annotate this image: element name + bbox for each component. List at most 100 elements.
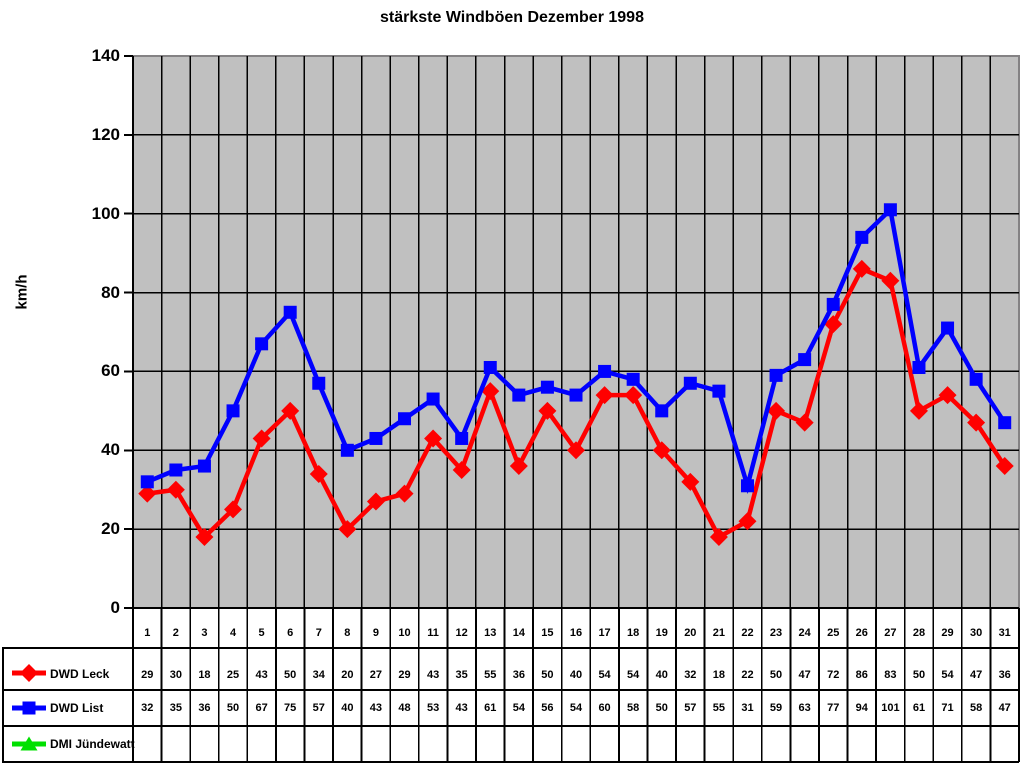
- y-tick-label: 20: [101, 519, 120, 539]
- value-cell: 67: [255, 702, 268, 714]
- value-cell: 61: [484, 702, 497, 714]
- value-cell: [647, 726, 676, 762]
- square-marker-icon: [369, 431, 383, 445]
- diamond-marker-icon: [909, 401, 928, 420]
- value-cell: [790, 726, 819, 762]
- y-tick-label: 140: [91, 46, 120, 65]
- value-cell: 22: [741, 669, 754, 681]
- diamond-marker-icon: [824, 315, 843, 334]
- day-header-cell: 27: [884, 627, 897, 639]
- diamond-marker-icon: [938, 386, 957, 405]
- value-cell: [276, 726, 305, 762]
- value-cell: 20: [341, 669, 354, 681]
- value-cell: 31: [741, 702, 754, 714]
- value-cell: 56: [541, 702, 554, 714]
- day-header-cell: 15: [541, 627, 554, 639]
- legend-label-dwd-leck: DWD Leck: [50, 667, 110, 681]
- value-cell: 86: [855, 669, 868, 681]
- value-cell: 43: [455, 702, 468, 714]
- value-cell: [247, 726, 276, 762]
- legend-label-dmi-j-ndewatt: DMI Jündewatt: [50, 737, 135, 751]
- day-header-cell: 11: [427, 627, 439, 639]
- value-cell: 47: [998, 702, 1011, 714]
- diamond-marker-icon: [681, 472, 700, 491]
- diamond-marker-icon: [538, 401, 557, 420]
- value-cell: [762, 726, 791, 762]
- diamond-marker-icon: [224, 500, 243, 519]
- value-cell: 58: [969, 702, 983, 714]
- value-cell: 30: [169, 669, 182, 681]
- day-header-cell: 8: [344, 627, 351, 639]
- day-header-cell: 7: [315, 627, 322, 639]
- square-marker-icon: [483, 360, 497, 374]
- value-cell: 63: [798, 702, 811, 714]
- diamond-marker-icon: [366, 492, 385, 511]
- square-marker-icon: [140, 475, 154, 489]
- square-marker-icon: [740, 479, 754, 493]
- value-cell: [505, 726, 534, 762]
- day-header-cell: 28: [912, 627, 926, 639]
- plot-background: [132, 55, 1020, 609]
- value-cell: 54: [941, 669, 954, 681]
- day-header-cell: 18: [627, 627, 640, 639]
- diamond-marker-icon: [424, 429, 443, 448]
- value-cell: [304, 726, 333, 762]
- value-cell: [905, 726, 934, 762]
- square-marker-icon: [512, 388, 526, 402]
- legend-label-dwd-list: DWD List: [50, 701, 104, 715]
- square-marker-icon: [969, 372, 983, 386]
- square-marker-icon: [255, 337, 269, 351]
- square-marker-icon: [340, 443, 354, 457]
- square-marker-icon: [626, 372, 640, 386]
- value-cell: 35: [455, 669, 468, 681]
- y-tick-label: 0: [110, 598, 120, 617]
- value-cell: [333, 726, 362, 762]
- value-cell: [219, 726, 248, 762]
- square-marker-icon: [941, 321, 955, 335]
- diamond-marker-icon: [652, 441, 671, 460]
- square-marker-icon: [455, 431, 469, 445]
- square-marker-icon: [398, 412, 412, 426]
- day-header-cell: 14: [512, 627, 525, 639]
- day-header-cell: 22: [741, 627, 754, 639]
- square-marker-icon: [569, 388, 583, 402]
- day-header-cell: 16: [569, 627, 583, 639]
- square-marker-icon: [197, 459, 211, 473]
- day-header-cell: 1: [144, 627, 151, 639]
- value-cell: [562, 726, 591, 762]
- chart-title: stärkste Windböen Dezember 1998: [380, 9, 644, 26]
- diamond-marker-icon: [138, 484, 157, 503]
- y-tick-label: 60: [101, 361, 120, 381]
- value-cell: 72: [827, 669, 840, 681]
- value-cell: [362, 726, 391, 762]
- value-cell: 50: [769, 669, 783, 681]
- square-marker-icon: [655, 404, 669, 418]
- value-cell: 35: [169, 702, 182, 714]
- diamond-marker-icon: [395, 484, 414, 503]
- value-cell: 36: [998, 669, 1011, 681]
- y-tick-label: 80: [101, 282, 120, 302]
- day-header-cell: 25: [827, 627, 840, 639]
- diamond-marker-icon: [452, 461, 471, 479]
- day-header-cell: 2: [172, 627, 179, 639]
- day-header-cell: 10: [398, 627, 411, 639]
- value-cell: 43: [255, 669, 268, 681]
- square-marker-icon: [598, 364, 612, 378]
- value-cell: 27: [369, 669, 383, 681]
- day-header-cell: 17: [598, 627, 611, 639]
- diamond-marker-icon: [709, 528, 728, 547]
- diamond-marker-icon: [738, 512, 757, 531]
- value-cell: 55: [484, 669, 497, 681]
- square-marker-icon: [712, 384, 726, 398]
- value-cell: 61: [912, 702, 926, 714]
- day-header-cell: 13: [484, 627, 497, 639]
- day-header-cell: 5: [258, 627, 265, 639]
- diamond-marker-icon: [595, 386, 614, 405]
- value-cell: 48: [398, 702, 411, 714]
- value-cell: [447, 726, 476, 762]
- square-marker-icon: [426, 392, 440, 406]
- value-cell: [533, 726, 562, 762]
- value-cell: 50: [541, 669, 554, 681]
- value-cell: 58: [627, 702, 640, 714]
